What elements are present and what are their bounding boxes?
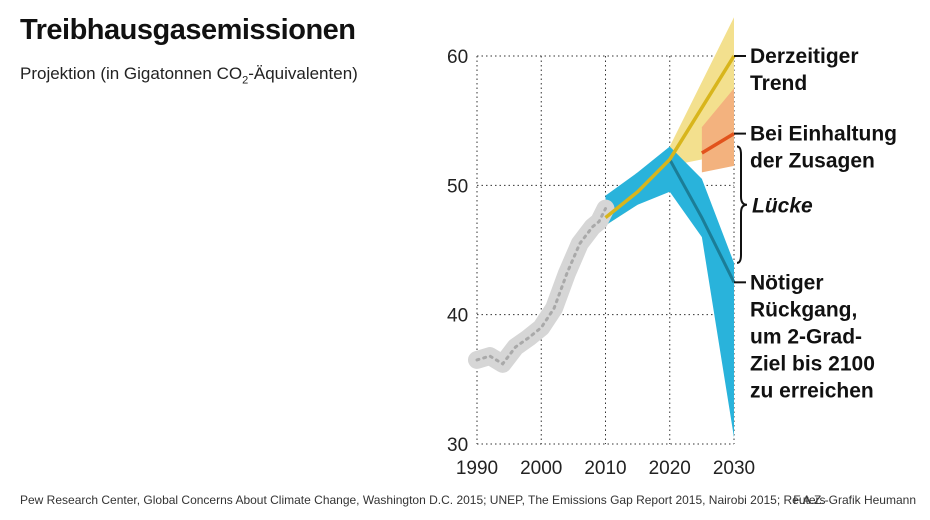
pledge-band	[701, 88, 734, 173]
required-label: Nötiger Rückgang, um 2-Grad-Ziel bis 2100 z…	[750, 271, 875, 402]
chart-subtitle: Projektion (in Gigatonnen CO2-Äquivalent…	[20, 64, 358, 86]
x-tick-label-2030: 2030	[713, 458, 755, 479]
trend-line	[604, 55, 736, 220]
subtitle-subscript: 2	[242, 74, 249, 87]
y-tick-label-50: 50	[447, 176, 468, 197]
graphic-credit: F.A.Z.-Grafik Heumann	[793, 493, 916, 507]
y-tick-label-40: 40	[447, 306, 468, 327]
y-tick-label-60: 60	[447, 47, 468, 68]
required-line	[668, 158, 736, 284]
y-tick-label-30: 30	[447, 435, 468, 456]
pledge-label: Bei Einhaltung der Zusagen	[750, 123, 897, 173]
gap-label: Lücke	[752, 195, 813, 218]
source-note: Pew Research Center, Global Concerns Abo…	[20, 493, 826, 507]
subtitle-text: Projektion (in Gigatonnen CO	[20, 64, 243, 83]
emissions-chart: 30 40 50 60 1990 2000 2010 2020 2030 Derzeitiger T…	[447, 17, 897, 479]
x-tick-label-2000: 2000	[520, 458, 562, 479]
pledge-line	[700, 132, 735, 155]
chart-title: Treibhausgasemissionen	[20, 14, 356, 46]
x-tick-label-1990: 1990	[456, 458, 498, 479]
subtitle-text-end: -Äquivalenten)	[248, 64, 358, 83]
history-dotted-line	[475, 207, 607, 366]
gap-bracket	[736, 145, 748, 264]
x-tick-label-2010: 2010	[584, 458, 626, 479]
x-tick-label-2020: 2020	[649, 458, 691, 479]
trend-label: Derzeitiger Trend	[750, 45, 859, 95]
